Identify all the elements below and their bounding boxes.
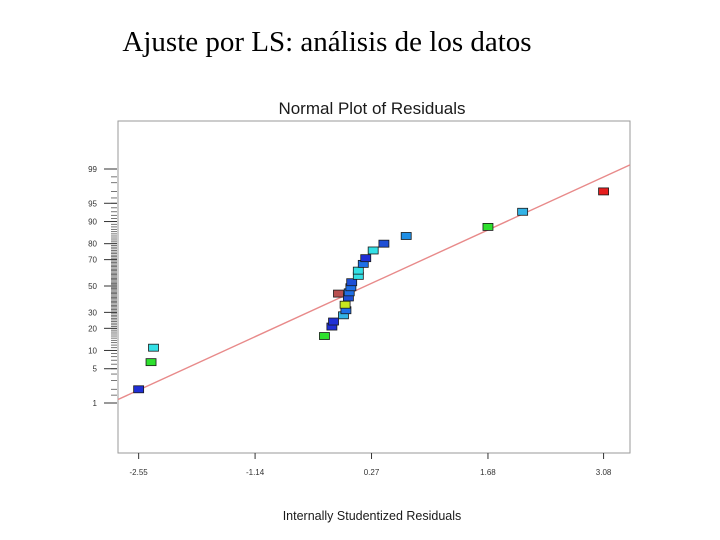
data-point [352,266,364,275]
y-tick-label: 90 [88,218,97,227]
x-axis: -2.55 -1.14 0.27 1.68 3.08 [130,453,612,477]
fit-line [117,164,631,401]
y-tick-label: 30 [88,308,97,317]
data-point [360,254,372,263]
data-point [133,385,145,394]
data-point [482,223,494,231]
data-point [148,343,159,352]
plot-area [117,120,631,454]
data-point [598,187,609,196]
chart-title: Normal Plot of Residuals [278,99,465,118]
x-tick-label: 1.68 [480,468,496,477]
y-axis: 1 5 10 20 30 50 70 80 90 95 99 [88,165,117,408]
data-point [346,278,358,287]
y-tick-label: 80 [88,240,97,249]
data-points [133,187,609,394]
x-tick-label: 0.27 [364,468,380,477]
data-point [367,246,379,255]
y-tick-label: 99 [88,165,97,174]
x-tick-label: -2.55 [130,468,149,477]
y-tick-label: 20 [88,324,97,333]
data-point [400,232,412,240]
x-tick-label: 3.08 [596,468,612,477]
data-point [333,289,344,298]
x-axis-label: Internally Studentized Residuals [283,509,462,523]
data-point [145,358,157,367]
data-point [339,300,351,309]
y-tick-label: 10 [88,346,97,355]
y-tick-label: 50 [88,282,97,291]
x-tick-label: -1.14 [246,468,265,477]
data-point [378,239,390,248]
y-tick-label: 5 [93,365,98,374]
data-point [319,332,330,340]
y-tick-label: 70 [88,256,97,265]
data-point [517,207,529,216]
y-tick-label: 1 [93,399,98,408]
y-tick-label: 95 [88,199,97,208]
slide-title: Ajuste por LS: análisis de los datos [122,26,532,58]
data-point [328,317,339,326]
